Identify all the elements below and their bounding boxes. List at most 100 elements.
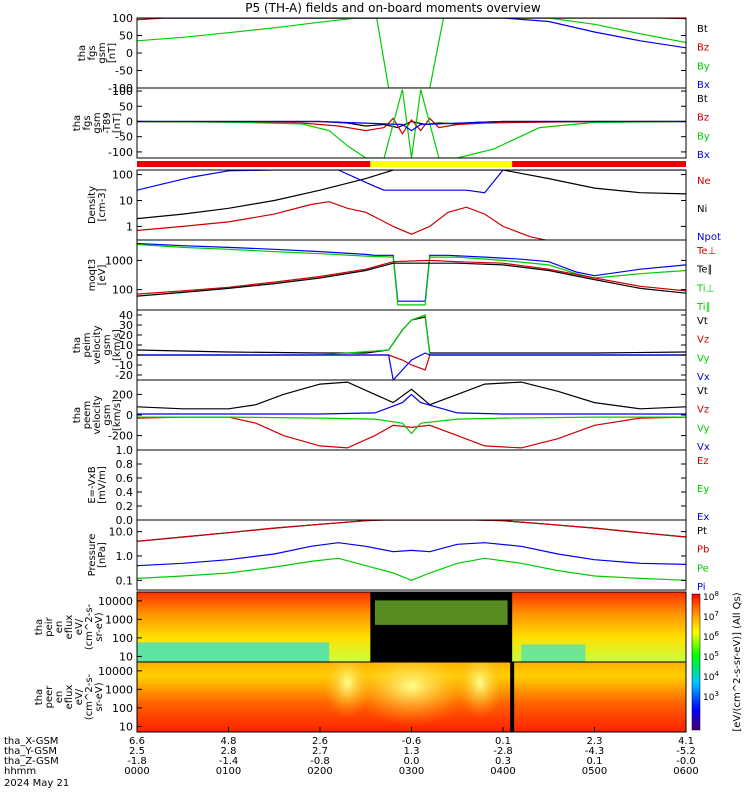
- ytick-label: 100: [112, 632, 133, 645]
- ytick-label: 30: [119, 319, 133, 332]
- legend-Ey: Ey: [697, 484, 709, 495]
- colorbar-tick: 105: [703, 650, 719, 663]
- ytick-label: 1000: [105, 683, 133, 696]
- ytick-label: 100: [112, 702, 133, 715]
- series-Pt-line: [137, 520, 686, 542]
- panel-frame: [136, 519, 687, 591]
- ytick-label: -50: [115, 65, 133, 78]
- ephemeris-value: -4.3: [585, 746, 605, 757]
- ylabel-line: Pressure: [87, 534, 98, 577]
- legend-By: By: [697, 131, 710, 142]
- ylabel-line: eV/: [74, 618, 85, 635]
- ephemeris-value: 4.8: [221, 736, 237, 747]
- date-label: 2024 May 21: [4, 778, 69, 789]
- ephemeris-value: -1.8: [127, 756, 147, 767]
- ytick-label: 10000: [98, 665, 133, 678]
- ylabel-line: peir: [44, 616, 55, 636]
- ytick-label: 1000: [105, 613, 133, 626]
- legend-Npot: Npot: [697, 232, 721, 243]
- ytick-label: 1.0: [116, 444, 134, 457]
- series-By-line: [137, 18, 686, 88]
- series-group: [137, 242, 686, 306]
- ytick-label: 10: [119, 339, 133, 352]
- ytick-label: -10: [115, 359, 133, 372]
- ephemeris-value: 0.1: [495, 736, 511, 747]
- ylabel-line: sr-eV): [94, 612, 105, 641]
- ytick-label: 10: [119, 195, 133, 208]
- mode-bar-segment: [137, 161, 371, 167]
- ylabel-line: tha: [34, 689, 45, 705]
- legend-Vy: Vy: [697, 423, 710, 434]
- ytick-label: 100: [112, 12, 133, 25]
- series-Pe-line: [137, 557, 686, 581]
- colorbar-tick: 103: [703, 690, 719, 703]
- panel-pressure: 0.1 1.0 10.0 Pressure [nPa] Pt Pb Pe Pi: [87, 519, 709, 593]
- legend-Ez: Ez: [697, 456, 709, 467]
- series-group: [137, 381, 686, 449]
- ephemeris-value: 0.0: [404, 756, 420, 767]
- series-Npot-line: [137, 170, 686, 194]
- ephemeris-value: -0.0: [676, 756, 696, 767]
- legend-Bz: Bz: [697, 113, 709, 124]
- ytick-label: 0: [126, 115, 133, 128]
- ylabel-line: gsm: [97, 42, 108, 63]
- series-Bz-line: [137, 117, 686, 135]
- ephemeris-value: -0.8: [310, 756, 330, 767]
- series-Vx-line: [137, 393, 686, 415]
- spectrum-glow: [351, 662, 472, 730]
- ytick-label: 40: [119, 309, 133, 322]
- series-group: [137, 89, 686, 158]
- series-group: [137, 520, 686, 581]
- ytick-label: 10: [119, 720, 133, 733]
- panel-fgs_dev: -100 -50 0 50 100 tha fgs gsm -T89 [nT] Bt Bz By Bx: [72, 85, 710, 161]
- legend-Pe: Pe: [697, 563, 709, 574]
- series-Vt-line: [137, 316, 686, 354]
- legend-Ti⊥: Ti⊥: [696, 283, 714, 294]
- ylabel-line: -T89: [102, 112, 113, 134]
- ytick-label: 0: [126, 409, 133, 422]
- mode-bar-segment: [512, 161, 686, 167]
- ytick-label: -100: [108, 146, 133, 159]
- colorbar-label: [eV/(cm^2-s-sr-eV)] (All Qs): [732, 592, 743, 731]
- ylabel-line: [nT]: [107, 43, 118, 63]
- ytick-label: 100: [112, 85, 133, 98]
- ephemeris-value: 4.1: [678, 736, 694, 747]
- ephemeris-value: 0.3: [495, 756, 511, 767]
- ylabel-line: velocity: [92, 395, 103, 434]
- series-Bx-line: [137, 120, 686, 132]
- ytick-label: 0: [126, 349, 133, 362]
- mode-bar-segment: [370, 161, 513, 167]
- ylabel-line: eflux: [64, 615, 75, 640]
- ylabel-line: tha: [72, 115, 83, 131]
- ylabel-line: en: [54, 621, 65, 634]
- ylabel-line: gsm: [102, 334, 113, 355]
- data-gap-line: [510, 662, 515, 732]
- spectrum-glow: [322, 662, 373, 722]
- ytick-label: 0.8: [116, 458, 134, 471]
- series-Ni-line: [137, 170, 686, 220]
- series-Pi-line: [137, 542, 686, 567]
- ylabel-line: eV/: [74, 688, 85, 705]
- legend-Vx: Vx: [697, 442, 710, 453]
- legend-Vz: Vz: [697, 335, 709, 346]
- ytick-label: 1000: [105, 254, 133, 267]
- panel-frame: [136, 379, 687, 451]
- ylabel-line: tha: [77, 45, 88, 61]
- ytick-label: 0: [126, 47, 133, 60]
- series-Te⊥-line: [137, 259, 686, 295]
- panel-vel_pee: -200 0 200 tha peem velocity gsm [km/s] Vt Vz Vy Vx: [72, 379, 710, 453]
- ylabel-line: (cm^2-s-: [84, 673, 95, 720]
- series-Ne-line: [137, 201, 549, 240]
- ylabel-line: peem: [82, 401, 93, 429]
- spectrogram-peer: 10 100 1000 10000 tha peer en eflux eV/(cm^2-s-s…: [34, 661, 687, 733]
- ylabel-line: peer: [44, 685, 55, 709]
- xtick-label: 0400: [490, 766, 515, 777]
- ephemeris-label: tha_X-GSM: [4, 736, 58, 747]
- ylabel-line: peim: [82, 332, 93, 357]
- ytick-label: -20: [115, 369, 133, 382]
- spectrogram-peir: 10 100 1000 10000 tha peir en eflux eV/(cm^2-s-s…: [34, 591, 687, 663]
- ephemeris-value: -5.2: [676, 746, 696, 757]
- ephemeris-value: -2.8: [493, 746, 513, 757]
- ylabel-line: [nT]: [112, 113, 123, 133]
